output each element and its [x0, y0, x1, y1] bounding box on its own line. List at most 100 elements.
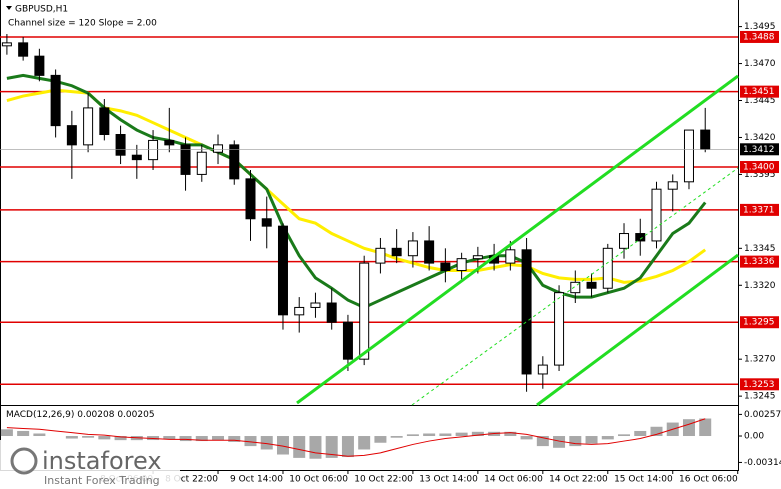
macd-bar	[536, 436, 549, 447]
macd-bar	[130, 436, 143, 442]
candle-body	[554, 292, 565, 366]
macd-bar	[423, 433, 436, 437]
candle-body	[472, 255, 483, 260]
current-price-bg	[740, 143, 779, 156]
level-label: 1.3371	[743, 205, 775, 215]
candle-body	[635, 233, 646, 242]
x-tick-label: 13 Oct 14:00	[419, 475, 478, 485]
macd-bar	[260, 436, 273, 450]
macd-bar	[98, 436, 111, 440]
y-tick-label: 1.3245	[744, 392, 776, 402]
x-tick-label: 16 Oct 06:00	[679, 475, 738, 485]
macd-bar	[244, 436, 257, 447]
y-tick-label: 1.3495	[744, 22, 776, 32]
macd-bar	[228, 436, 241, 442]
macd-bar	[471, 431, 484, 437]
candle-body	[50, 74, 61, 127]
watermark-bg	[0, 440, 180, 489]
candle-body	[521, 249, 532, 375]
candle-body	[407, 240, 418, 257]
macd-bar	[455, 432, 468, 437]
candle-body	[131, 154, 142, 161]
macd-bar	[520, 436, 533, 440]
macd-bar	[650, 426, 663, 437]
price-panel	[0, 33, 738, 392]
macd-bar	[601, 436, 614, 440]
level-label: 1.3253	[743, 380, 775, 390]
level-label-bg	[740, 316, 779, 329]
candle-body	[440, 262, 451, 271]
level-label: 1.3295	[743, 318, 775, 328]
x-tick-label: 14 Oct 22:00	[549, 475, 608, 485]
candle-body	[375, 247, 386, 264]
candle-body	[570, 281, 581, 294]
macd-bar	[179, 436, 192, 442]
level-label: 1.3451	[743, 87, 775, 97]
channel-upper	[296, 74, 739, 405]
macd-bar	[358, 436, 371, 450]
candle-body	[619, 233, 630, 249]
y-tick-label: 1.3320	[744, 281, 776, 291]
candle-body	[34, 55, 45, 76]
macd-bar	[163, 436, 176, 440]
moving-average	[6, 88, 707, 284]
candle-body	[18, 42, 29, 57]
macd-bar	[682, 419, 695, 437]
candle-body	[66, 125, 77, 146]
x-tick-label: 15 Oct 14:00	[614, 475, 673, 485]
y-tick-label: 1.3445	[744, 96, 776, 106]
candle-body	[196, 151, 207, 175]
candle-body	[277, 225, 288, 316]
macd-signal-value: 0.00205	[117, 410, 154, 420]
macd-bar	[439, 433, 452, 437]
candle-body	[342, 321, 353, 360]
level-label-bg	[740, 203, 779, 216]
candle-body	[586, 281, 597, 289]
watermark-tagline: Instant Forex Trading	[44, 474, 160, 487]
macd-bar	[341, 436, 354, 458]
chart-subtitle: Channel size = 120 Slope = 2.00	[8, 19, 157, 29]
macd-bar	[293, 436, 306, 458]
candle-body	[424, 240, 435, 264]
candle-body	[456, 258, 467, 271]
macd-bar	[699, 418, 712, 437]
macd-bar	[114, 436, 127, 442]
level-label-bg	[740, 378, 779, 391]
candle-body	[326, 302, 337, 323]
level-label-bg	[740, 30, 779, 43]
level-label-bg	[740, 85, 779, 98]
candle-body	[505, 249, 516, 264]
macd-signal	[6, 418, 706, 457]
candle-body	[180, 144, 191, 175]
macd-tick-label: 0.00	[744, 432, 764, 442]
macd-bar	[212, 436, 225, 441]
macd-bar	[569, 436, 582, 447]
candle-body	[651, 188, 662, 242]
macd-panel	[0, 418, 712, 459]
macd-bar	[82, 436, 95, 438]
y-tick-label: 1.3420	[744, 133, 776, 143]
level-label-bg	[740, 161, 779, 174]
macd-bar	[504, 431, 517, 437]
title-arrow	[6, 6, 12, 10]
candle-body	[359, 262, 370, 360]
candle-body	[99, 107, 110, 136]
watermark-icon	[10, 447, 38, 475]
macd-label: MACD(12,26,9) 0.00208 0.00205	[6, 410, 155, 420]
macd-bar	[65, 436, 78, 439]
y-tick-label: 1.3270	[744, 355, 776, 365]
candle-body	[261, 218, 272, 227]
candle-body	[245, 178, 256, 220]
candle-body	[1, 42, 12, 47]
macd-bar	[325, 436, 338, 458]
candle-body	[83, 107, 94, 146]
macd-bar	[585, 436, 598, 444]
macd-bar	[618, 434, 631, 437]
level-label: 1.3400	[743, 163, 775, 173]
macd-bar	[0, 429, 13, 437]
macd-bar	[17, 430, 30, 437]
candle-body	[310, 302, 321, 308]
candle-body	[391, 247, 402, 257]
y-tick-label: 1.3345	[744, 244, 776, 254]
